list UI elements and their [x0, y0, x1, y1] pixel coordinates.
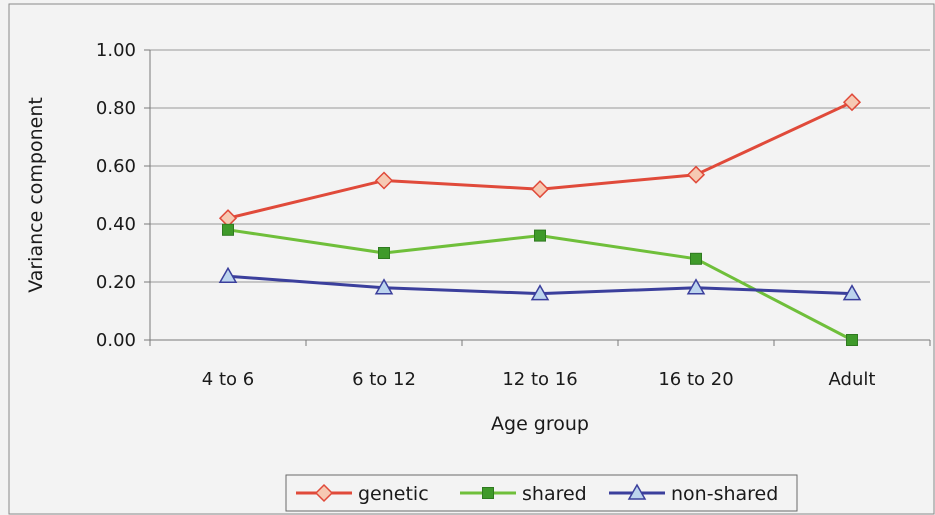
data-point [686, 165, 706, 184]
legend-label: non-shared [671, 483, 778, 505]
x-tick-label: 4 to 6 [202, 369, 254, 390]
series-shared [222, 223, 858, 346]
x-tick-label: 6 to 12 [352, 369, 416, 390]
data-point [374, 171, 394, 190]
data-point [842, 93, 862, 112]
data-point [222, 223, 234, 236]
data-point [378, 247, 390, 259]
legend-label: shared [522, 483, 587, 505]
legend: genetic shared non-shared [285, 474, 798, 512]
data-point [842, 284, 862, 301]
x-axis-ticks: 4 to 6 6 to 12 12 to 16 16 to 20 Adult [149, 340, 931, 390]
data-point [218, 266, 238, 283]
x-tick-label: 16 to 20 [658, 369, 733, 390]
x-tick-label: 12 to 16 [502, 369, 577, 390]
series-non-shared [218, 266, 862, 301]
data-point [686, 278, 706, 295]
series-group [218, 93, 862, 346]
legend-item-genetic: genetic [296, 483, 429, 505]
y-tick-label: 0.40 [96, 214, 136, 235]
x-tick-label: Adult [829, 369, 876, 390]
data-point [530, 180, 550, 199]
chart-border [8, 3, 935, 515]
data-point [846, 334, 858, 346]
data-point [530, 284, 550, 301]
series-line [227, 100, 853, 220]
legend-box [285, 474, 798, 512]
legend-item-non-shared: non-shared [609, 483, 778, 505]
legend-marker [627, 483, 647, 500]
legend-marker [314, 483, 334, 503]
x-axis-title: Age group [491, 413, 589, 435]
data-point [690, 252, 702, 265]
data-point [374, 278, 394, 295]
legend-label: genetic [358, 483, 429, 505]
legend-item-shared: shared [460, 483, 587, 505]
y-axis-ticks: 0.00 0.20 0.40 0.60 0.80 1.00 [96, 40, 150, 351]
y-tick-label: 0.20 [96, 272, 136, 293]
y-tick-label: 1.00 [96, 40, 136, 61]
legend-marker [482, 487, 494, 499]
data-point [534, 229, 546, 242]
y-tick-label: 0.00 [96, 330, 136, 351]
y-tick-label: 0.60 [96, 156, 136, 177]
gridlines [150, 49, 930, 283]
y-tick-label: 0.80 [96, 98, 136, 119]
y-axis-title: Variance component [25, 97, 47, 293]
series-genetic [218, 93, 862, 228]
axes [149, 50, 930, 341]
